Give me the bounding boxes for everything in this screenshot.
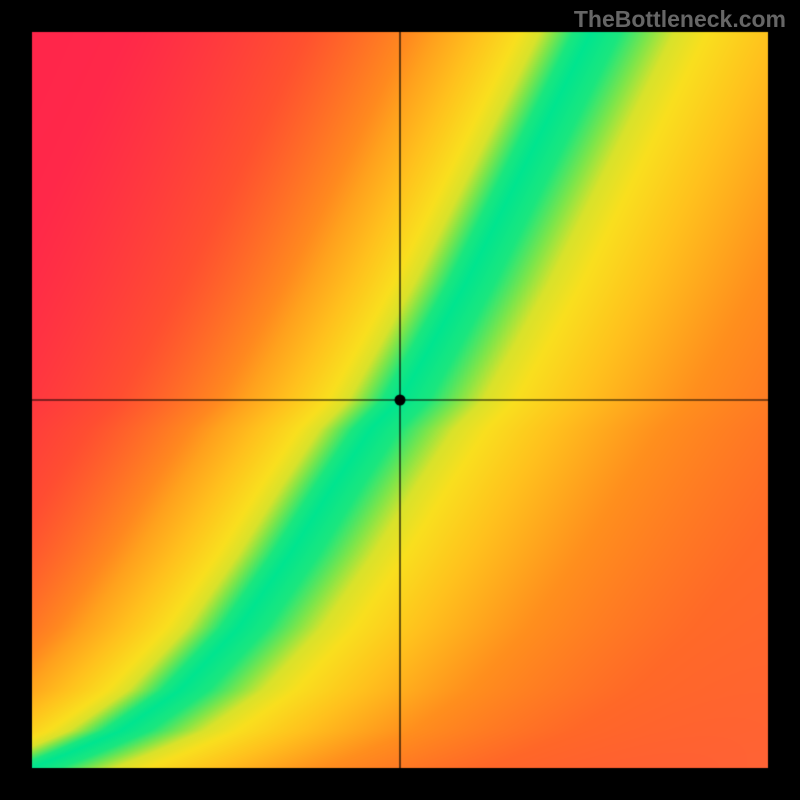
- attribution-text: TheBottleneck.com: [574, 6, 786, 33]
- chart-container: TheBottleneck.com: [0, 0, 800, 800]
- heatmap-canvas: [0, 0, 800, 800]
